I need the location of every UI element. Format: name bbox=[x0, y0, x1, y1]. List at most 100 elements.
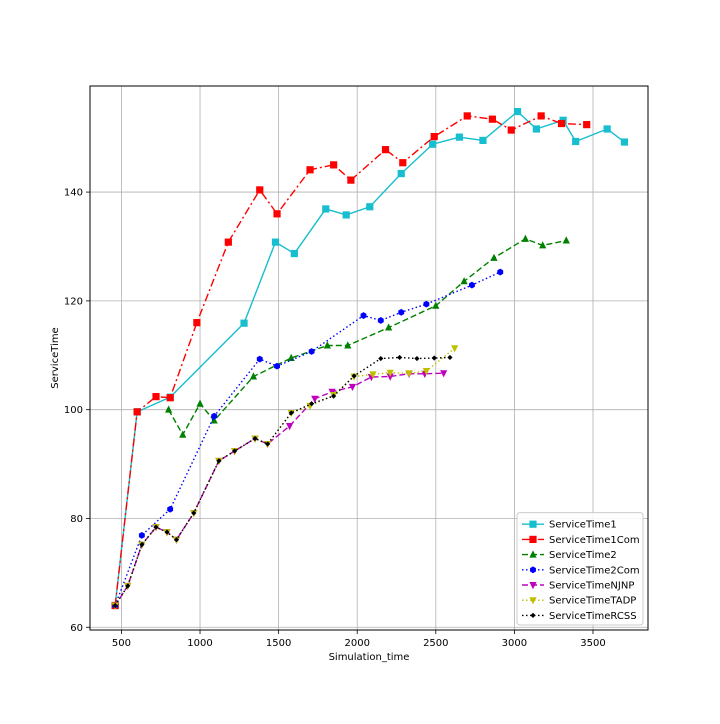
y-tick-label: 100 bbox=[64, 405, 83, 416]
legend-item: ServiceTimeRCSS bbox=[522, 611, 637, 622]
data-point bbox=[414, 355, 420, 362]
data-point bbox=[308, 348, 315, 355]
legend-label: ServiceTimeRCSS bbox=[549, 611, 637, 622]
x-tick-label: 2000 bbox=[344, 638, 369, 649]
data-point bbox=[252, 435, 258, 442]
data-point bbox=[366, 203, 374, 211]
data-point bbox=[139, 541, 145, 548]
legend-marker bbox=[530, 566, 536, 574]
plot-frame bbox=[89, 85, 649, 631]
y-tick-label: 120 bbox=[64, 296, 83, 307]
data-point bbox=[360, 312, 367, 319]
data-point bbox=[440, 370, 448, 378]
data-point bbox=[112, 602, 118, 609]
data-point bbox=[369, 371, 377, 379]
data-point bbox=[377, 317, 384, 324]
data-point bbox=[342, 211, 350, 219]
data-point bbox=[583, 121, 591, 129]
data-point bbox=[273, 210, 281, 218]
data-point bbox=[133, 408, 141, 416]
y-tick-label: 140 bbox=[64, 188, 83, 199]
data-point bbox=[447, 354, 453, 361]
data-point bbox=[455, 133, 463, 141]
data-point bbox=[286, 423, 294, 431]
data-point bbox=[240, 319, 248, 327]
data-point bbox=[539, 241, 547, 249]
data-point bbox=[271, 238, 280, 246]
data-point bbox=[422, 368, 430, 376]
data-point bbox=[256, 355, 263, 363]
legend-label: ServiceTime1Com bbox=[549, 535, 640, 546]
series-line bbox=[114, 356, 450, 606]
data-point bbox=[431, 355, 437, 361]
data-point bbox=[210, 416, 218, 424]
data-point bbox=[423, 300, 430, 308]
data-point bbox=[347, 176, 355, 184]
legend-item: ServiceTime1Com bbox=[522, 535, 640, 546]
data-point bbox=[451, 345, 459, 353]
data-point bbox=[224, 238, 232, 246]
legend-marker bbox=[529, 597, 537, 605]
data-point bbox=[397, 169, 405, 178]
legend-label: ServiceTime1 bbox=[549, 520, 617, 531]
data-point bbox=[249, 372, 258, 380]
data-point bbox=[193, 319, 201, 327]
data-point bbox=[381, 146, 390, 154]
legend-item: ServiceTime1 bbox=[522, 520, 617, 531]
data-point bbox=[164, 405, 173, 413]
data-point bbox=[378, 355, 384, 362]
series-line bbox=[114, 115, 587, 606]
data-point bbox=[164, 529, 170, 535]
data-point bbox=[152, 393, 160, 401]
data-point bbox=[306, 166, 314, 174]
x-tick-label: 1000 bbox=[187, 638, 212, 649]
data-point bbox=[191, 510, 197, 516]
data-point bbox=[256, 186, 264, 194]
data-point bbox=[153, 524, 159, 530]
series-group bbox=[111, 107, 629, 610]
legend: ServiceTime1 ServiceTime1Com ServiceTime2 S… bbox=[516, 512, 644, 626]
data-point bbox=[211, 412, 218, 420]
y-tick-label: 60 bbox=[70, 623, 83, 634]
data-point bbox=[398, 308, 405, 316]
data-point bbox=[432, 301, 440, 309]
legend-label: ServiceTime2Com bbox=[549, 565, 640, 576]
data-point bbox=[330, 161, 338, 169]
x-tick-label: 2500 bbox=[423, 638, 448, 649]
data-point bbox=[125, 583, 131, 589]
legend-item: ServiceTime2Com bbox=[522, 565, 640, 576]
data-point bbox=[572, 137, 580, 146]
data-point bbox=[603, 125, 611, 133]
data-point bbox=[399, 159, 407, 167]
legend-item: ServiceTimeNJNP bbox=[522, 581, 634, 592]
data-point bbox=[173, 537, 180, 543]
data-point bbox=[397, 354, 403, 361]
y-tick-label: 80 bbox=[70, 514, 83, 525]
data-point bbox=[331, 393, 337, 399]
data-point bbox=[429, 140, 437, 148]
data-point bbox=[166, 394, 174, 402]
series-ServiceTimeRCSS bbox=[112, 354, 453, 609]
data-point bbox=[216, 458, 222, 464]
data-point bbox=[537, 112, 545, 120]
legend-label: ServiceTimeNJNP bbox=[549, 581, 634, 592]
data-point bbox=[562, 236, 570, 244]
data-point bbox=[344, 341, 352, 349]
data-point bbox=[196, 399, 204, 407]
data-point bbox=[386, 373, 394, 381]
legend-item: ServiceTimeTADP bbox=[522, 596, 636, 607]
data-point bbox=[290, 249, 298, 258]
data-point bbox=[497, 268, 504, 276]
data-point bbox=[557, 119, 566, 128]
legend-marker bbox=[529, 520, 537, 528]
legend-box bbox=[516, 512, 644, 626]
data-point bbox=[351, 373, 357, 379]
legend-label: ServiceTime2 bbox=[549, 550, 617, 561]
data-point bbox=[479, 136, 487, 144]
x-tick-label: 3500 bbox=[580, 638, 605, 649]
data-point bbox=[167, 505, 174, 513]
legend-label: ServiceTimeTADP bbox=[549, 596, 636, 607]
data-point bbox=[323, 341, 331, 349]
